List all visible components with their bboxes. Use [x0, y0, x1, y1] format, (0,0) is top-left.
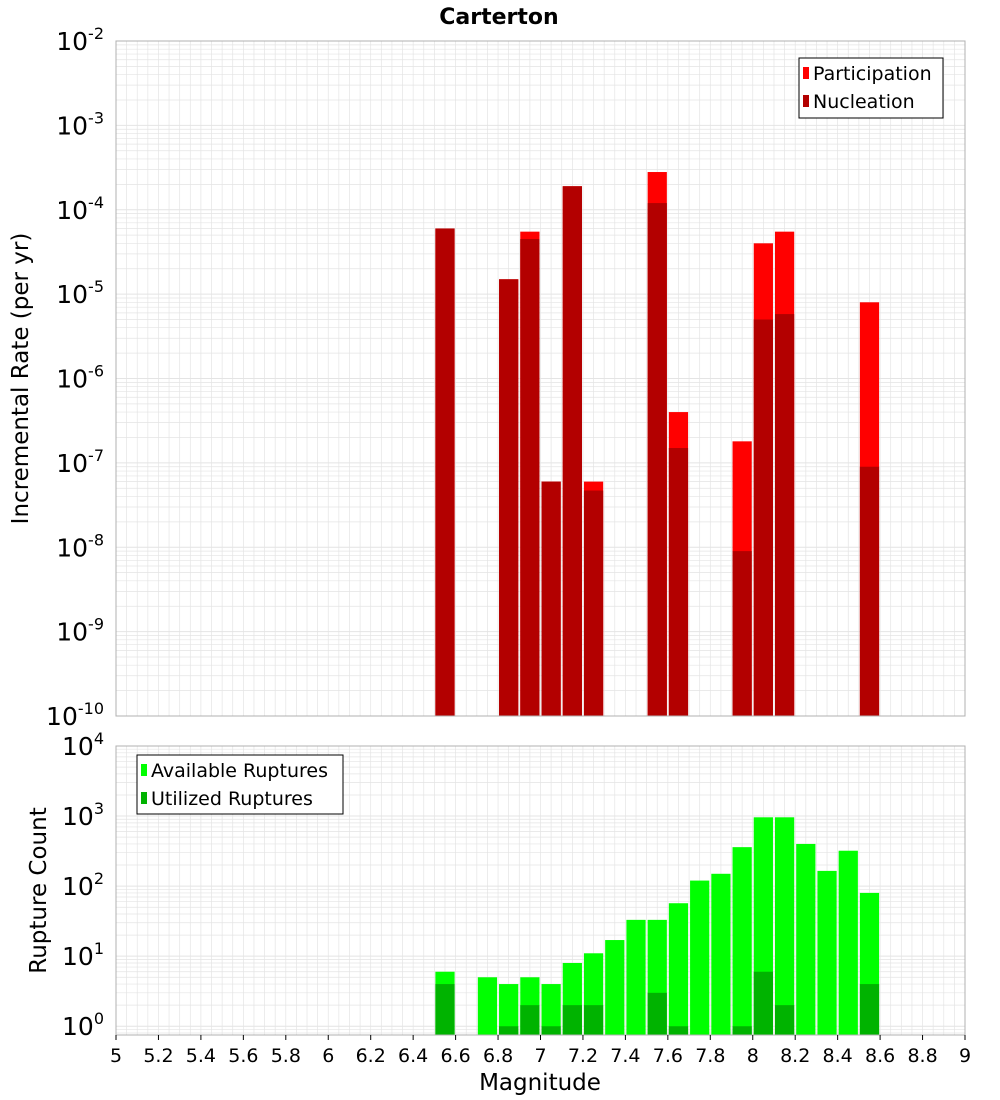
- bar: [435, 228, 455, 716]
- grid-lines: [115, 40, 966, 717]
- bar: [499, 1026, 519, 1035]
- x-tick-label: 5.4: [186, 1045, 216, 1067]
- bar: [732, 1026, 752, 1035]
- x-tick-label: 8.2: [780, 1045, 810, 1067]
- bar: [647, 203, 667, 716]
- bar: [711, 873, 731, 1035]
- y-tick-label: 10-2: [56, 24, 104, 56]
- series-utilized-ruptures: [435, 971, 880, 1035]
- x-tick-label: 7.2: [568, 1045, 598, 1067]
- y-tick-label: 10-8: [56, 530, 104, 562]
- y-tick-label: 104: [62, 729, 104, 761]
- x-tick-label: 9: [959, 1045, 971, 1067]
- bar: [520, 1005, 540, 1035]
- x-tick-label: 6.4: [398, 1045, 428, 1067]
- y-tick-label: 100: [62, 1009, 104, 1041]
- bar: [626, 919, 646, 1035]
- legend-box: [798, 57, 944, 119]
- chart-title: Carterton: [439, 5, 558, 30]
- x-tick-label: 6: [322, 1045, 334, 1067]
- bar: [668, 903, 689, 1035]
- y-axis-label: Incremental Rate (per yr): [8, 233, 34, 525]
- y-tick-label: 10-4: [56, 193, 104, 225]
- y-axis-label: Rupture Count: [26, 807, 52, 973]
- series-nucleation: [435, 186, 880, 716]
- legend-swatch: [141, 764, 147, 776]
- bar: [499, 984, 519, 1035]
- bar: [435, 984, 455, 1035]
- x-tick-label: 8.6: [865, 1045, 895, 1067]
- x-tick-label: 7.6: [653, 1045, 683, 1067]
- legend-label: Nucleation: [813, 91, 915, 113]
- bar: [583, 490, 604, 716]
- legend: Available Ruptures Utilized Ruptures: [136, 754, 344, 815]
- bar: [647, 992, 667, 1035]
- bar: [541, 481, 561, 716]
- bar: [562, 186, 582, 716]
- x-tick-label: 7: [534, 1045, 546, 1067]
- bar: [541, 984, 561, 1035]
- x-tick-label: 6.8: [483, 1045, 513, 1067]
- y-tick-label: 101: [62, 939, 104, 971]
- legend-swatch: [141, 792, 147, 804]
- rupture-count-panel: 100 101 102 103 104 Rupture Count 5 5.2 5.4 5.6 5.…: [26, 729, 971, 1067]
- x-tick-label: 5.8: [271, 1045, 301, 1067]
- x-tick-label: 5.6: [228, 1045, 258, 1067]
- y-tick-label: 10-9: [56, 615, 104, 647]
- bar: [796, 843, 816, 1035]
- bar: [605, 940, 625, 1035]
- bar: [859, 466, 880, 716]
- bar: [838, 850, 858, 1035]
- legend-box: [136, 754, 344, 815]
- bar: [753, 971, 773, 1035]
- x-tick-label: 7.4: [610, 1045, 640, 1067]
- legend-swatch: [803, 95, 809, 107]
- y-tick-labels: 10-10 10-9 10-8 10-7 10-6 10-5 10-4 10-3 10-2: [46, 24, 104, 731]
- bar: [753, 319, 773, 716]
- x-tick-label: 6.2: [356, 1045, 386, 1067]
- y-tick-label: 10-6: [56, 362, 104, 394]
- y-tick-labels: 100 101 102 103 104: [62, 729, 104, 1041]
- bar: [732, 551, 752, 716]
- bar: [562, 1005, 582, 1035]
- bar: [774, 314, 795, 716]
- bar: [583, 1005, 604, 1035]
- bar: [668, 448, 689, 716]
- legend-label: Participation: [813, 63, 932, 85]
- x-tick-label: 8.4: [823, 1045, 853, 1067]
- bar: [817, 870, 837, 1035]
- x-tick-label: 8.8: [907, 1045, 937, 1067]
- x-tick-label: 5: [110, 1045, 122, 1067]
- y-tick-label: 10-3: [56, 108, 104, 140]
- legend-label: Utilized Ruptures: [151, 788, 313, 810]
- x-tick-label: 5.2: [143, 1045, 173, 1067]
- x-axis-label: Magnitude: [479, 1070, 601, 1096]
- legend-label: Available Ruptures: [151, 760, 328, 782]
- legend: Participation Nucleation: [798, 57, 944, 119]
- y-tick-label: 102: [62, 869, 104, 901]
- x-tick-label: 7.8: [695, 1045, 725, 1067]
- bar: [477, 977, 498, 1035]
- x-tick-labels: 5 5.2 5.4 5.6 5.8 6 6.2 6.4 6.6 6.8 7 7.2 7.4 7.6 7.8 8…: [110, 1035, 971, 1067]
- bar: [690, 880, 710, 1035]
- bar: [774, 1005, 795, 1035]
- y-tick-label: 10-10: [46, 699, 104, 731]
- y-tick-label: 103: [62, 799, 104, 831]
- x-tick-label: 6.6: [440, 1045, 470, 1067]
- bar: [859, 984, 880, 1035]
- y-tick-label: 10-7: [56, 446, 104, 478]
- y-tick-label: 10-5: [56, 277, 104, 309]
- bar: [499, 279, 519, 716]
- x-tick-label: 8: [747, 1045, 759, 1067]
- legend-swatch: [803, 67, 809, 79]
- bar: [668, 1026, 689, 1035]
- bar: [541, 1026, 561, 1035]
- bar: [520, 239, 540, 716]
- bar: [774, 817, 795, 1035]
- bar: [732, 847, 752, 1035]
- plot-frame: [115, 40, 966, 717]
- rate-panel: 10-10 10-9 10-8 10-7 10-6 10-5 10-4 10-3 10-2 Inc…: [8, 24, 966, 731]
